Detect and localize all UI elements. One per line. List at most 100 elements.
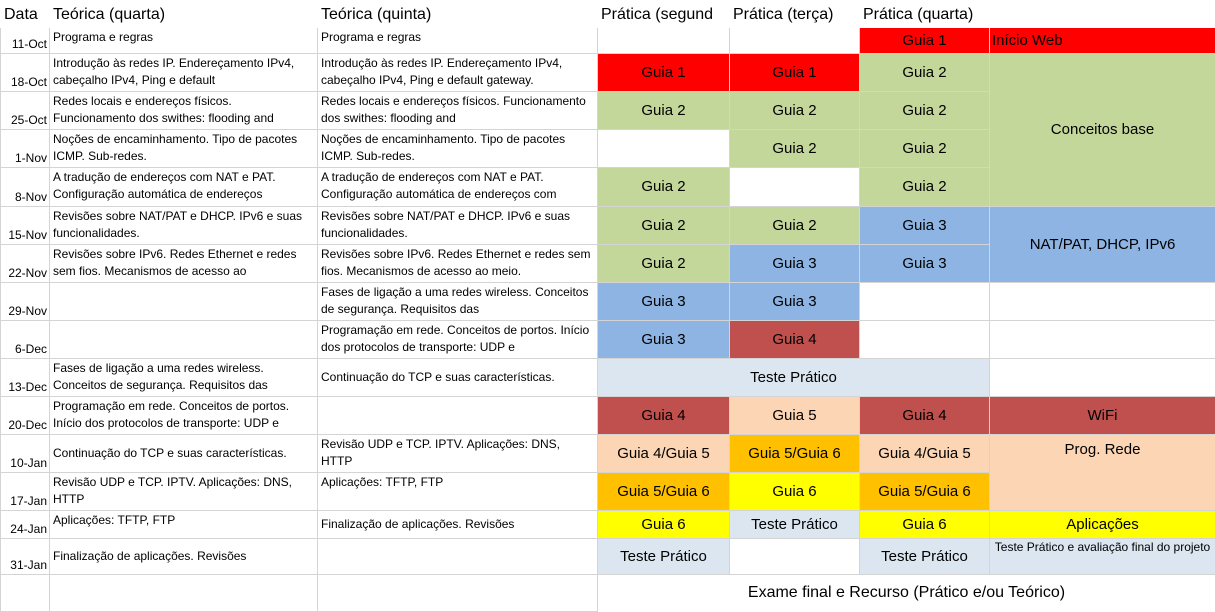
row-date[interactable]: 1-Nov [1, 130, 50, 168]
pratica-terca-cell[interactable]: Guia 1 [730, 54, 860, 92]
pratica-terca-cell[interactable] [730, 539, 860, 575]
pratica-terca-cell[interactable]: Guia 3 [730, 283, 860, 321]
teorica-quinta-cell[interactable]: Introdução às redes IP. Endereçamento IP… [318, 54, 598, 92]
pratica-terca-cell[interactable]: Guia 2 [730, 207, 860, 245]
pratica-terca-cell[interactable]: Guia 5 [730, 397, 860, 435]
pratica-terca-cell[interactable]: Guia 5/Guia 6 [730, 435, 860, 473]
pratica-terca-cell[interactable] [730, 28, 860, 54]
pratica-terca-cell[interactable]: Guia 2 [730, 92, 860, 130]
teorica-quinta-cell[interactable]: Redes locais e endereços físicos. Funcio… [318, 92, 598, 130]
teorica-quarta-cell[interactable]: Programa e regras [50, 28, 318, 54]
teorica-quarta-cell[interactable]: Continuação do TCP e suas característica… [50, 435, 318, 473]
pratica-segunda-cell[interactable] [598, 130, 730, 168]
row-date[interactable]: 10-Jan [1, 435, 50, 473]
topic-empty[interactable] [990, 283, 1215, 321]
teorica-quarta-cell[interactable]: Introdução às redes IP. Endereçamento IP… [50, 54, 318, 92]
pratica-quarta-cell[interactable] [860, 283, 990, 321]
row-date[interactable]: 25-Oct [1, 92, 50, 130]
teorica-quarta-cell[interactable]: Redes locais e endereços físicos. Funcio… [50, 92, 318, 130]
teorica-quinta-cell[interactable]: A tradução de endereços com NAT e PAT. C… [318, 168, 598, 207]
pratica-quarta-cell[interactable]: Guia 2 [860, 130, 990, 168]
pratica-segunda-cell[interactable]: Teste Prático [598, 539, 730, 575]
header-date[interactable]: Data [1, 1, 50, 28]
teorica-quarta-cell[interactable]: Aplicações: TFTP, FTP [50, 511, 318, 539]
teorica-quarta-cell[interactable]: A tradução de endereços com NAT e PAT. C… [50, 168, 318, 207]
pratica-segunda-cell[interactable]: Guia 2 [598, 207, 730, 245]
pratica-quarta-cell[interactable]: Guia 4/Guia 5 [860, 435, 990, 473]
row-date[interactable] [1, 575, 50, 612]
teorica-quarta-cell[interactable]: Noções de encaminhamento. Tipo de pacote… [50, 130, 318, 168]
header-empty[interactable] [990, 1, 1215, 28]
pratica-quarta-cell[interactable]: Guia 3 [860, 245, 990, 283]
pratica-terca-cell[interactable]: Guia 3 [730, 245, 860, 283]
row-date[interactable]: 22-Nov [1, 245, 50, 283]
teorica-quinta-cell[interactable]: Continuação do TCP e suas característica… [318, 359, 598, 397]
teorica-quarta-cell[interactable]: Fases de ligação a uma redes wireless. C… [50, 359, 318, 397]
topic-empty[interactable] [990, 359, 1215, 397]
row-date[interactable]: 31-Jan [1, 539, 50, 575]
topic-aplicacoes[interactable]: Aplicações [990, 511, 1215, 539]
pratica-terca-cell[interactable]: Teste Prático [730, 511, 860, 539]
pratica-quarta-cell[interactable]: Guia 4 [860, 397, 990, 435]
pratica-quarta-cell[interactable]: Guia 3 [860, 207, 990, 245]
row-date[interactable]: 11-Oct [1, 28, 50, 54]
topic-empty[interactable] [990, 321, 1215, 359]
teorica-quinta-cell[interactable]: Revisão UDP e TCP. IPTV. Aplicações: DNS… [318, 435, 598, 473]
teorica-quarta-cell[interactable]: Revisões sobre NAT/PAT e DHCP. IPv6 e su… [50, 207, 318, 245]
pratica-quarta-cell[interactable]: Guia 1 [860, 28, 990, 54]
pratica-segunda-cell[interactable]: Guia 2 [598, 92, 730, 130]
teorica-quarta-cell[interactable] [50, 283, 318, 321]
header-teorica-quarta[interactable]: Teórica (quarta) [50, 1, 318, 28]
row-date[interactable]: 20-Dec [1, 397, 50, 435]
pratica-quarta-cell[interactable]: Guia 2 [860, 54, 990, 92]
row-date[interactable]: 15-Nov [1, 207, 50, 245]
teorica-quinta-cell[interactable]: Programação em rede. Conceitos de portos… [318, 321, 598, 359]
teorica-quinta-cell[interactable]: Finalização de aplicações. Revisões [318, 511, 598, 539]
row-date[interactable]: 13-Dec [1, 359, 50, 397]
pratica-terca-cell[interactable]: Guia 6 [730, 473, 860, 511]
pratica-teste-pratico[interactable]: Teste Prático [598, 359, 990, 397]
row-date[interactable]: 24-Jan [1, 511, 50, 539]
topic-inicio-web[interactable]: Início Web [990, 28, 1215, 54]
teorica-quinta-cell[interactable]: Fases de ligação a uma redes wireless. C… [318, 283, 598, 321]
teorica-quinta-cell[interactable] [318, 539, 598, 575]
header-pratica-quarta[interactable]: Prática (quarta) [860, 1, 990, 28]
teorica-quinta-cell[interactable]: Noções de encaminhamento. Tipo de pacote… [318, 130, 598, 168]
pratica-segunda-cell[interactable]: Guia 3 [598, 283, 730, 321]
pratica-segunda-cell[interactable]: Guia 4/Guia 5 [598, 435, 730, 473]
teorica-quarta-cell[interactable]: Finalização de aplicações. Revisões [50, 539, 318, 575]
teorica-quinta-cell[interactable]: Programa e regras [318, 28, 598, 54]
pratica-quarta-cell[interactable]: Guia 5/Guia 6 [860, 473, 990, 511]
teorica-quarta-cell[interactable] [50, 575, 318, 612]
pratica-segunda-cell[interactable]: Guia 2 [598, 245, 730, 283]
teorica-quinta-cell[interactable]: Revisões sobre IPv6. Redes Ethernet e re… [318, 245, 598, 283]
pratica-segunda-cell[interactable] [598, 28, 730, 54]
teorica-quinta-cell[interactable] [318, 397, 598, 435]
pratica-segunda-cell[interactable]: Guia 5/Guia 6 [598, 473, 730, 511]
header-teorica-quinta[interactable]: Teórica (quinta) [318, 1, 598, 28]
exam-cell[interactable]: Exame final e Recurso (Prático e/ou Teór… [598, 575, 1215, 612]
pratica-quarta-cell[interactable]: Guia 6 [860, 511, 990, 539]
topic-nat-dhcp-ipv6[interactable]: NAT/PAT, DHCP, IPv6 [990, 207, 1215, 283]
pratica-terca-cell[interactable] [730, 168, 860, 207]
teorica-quarta-cell[interactable]: Revisão UDP e TCP. IPTV. Aplicações: DNS… [50, 473, 318, 511]
teorica-quarta-cell[interactable] [50, 321, 318, 359]
teorica-quinta-cell[interactable]: Aplicações: TFTP, FTP [318, 473, 598, 511]
teorica-quinta-cell[interactable] [318, 575, 598, 612]
pratica-segunda-cell[interactable]: Guia 3 [598, 321, 730, 359]
pratica-segunda-cell[interactable]: Guia 4 [598, 397, 730, 435]
teorica-quarta-cell[interactable]: Programação em rede. Conceitos de portos… [50, 397, 318, 435]
row-date[interactable]: 18-Oct [1, 54, 50, 92]
row-date[interactable]: 8-Nov [1, 168, 50, 207]
pratica-segunda-cell[interactable]: Guia 1 [598, 54, 730, 92]
header-pratica-terca[interactable]: Prática (terça) [730, 1, 860, 28]
teorica-quinta-cell[interactable]: Revisões sobre NAT/PAT e DHCP. IPv6 e su… [318, 207, 598, 245]
row-date[interactable]: 6-Dec [1, 321, 50, 359]
pratica-quarta-cell[interactable] [860, 321, 990, 359]
pratica-terca-cell[interactable]: Guia 4 [730, 321, 860, 359]
topic-teste-final[interactable]: Teste Prático e avaliação final do proje… [990, 539, 1215, 575]
topic-wifi[interactable]: WiFi [990, 397, 1215, 435]
pratica-quarta-cell[interactable]: Guia 2 [860, 168, 990, 207]
pratica-quarta-cell[interactable]: Guia 2 [860, 92, 990, 130]
row-date[interactable]: 29-Nov [1, 283, 50, 321]
